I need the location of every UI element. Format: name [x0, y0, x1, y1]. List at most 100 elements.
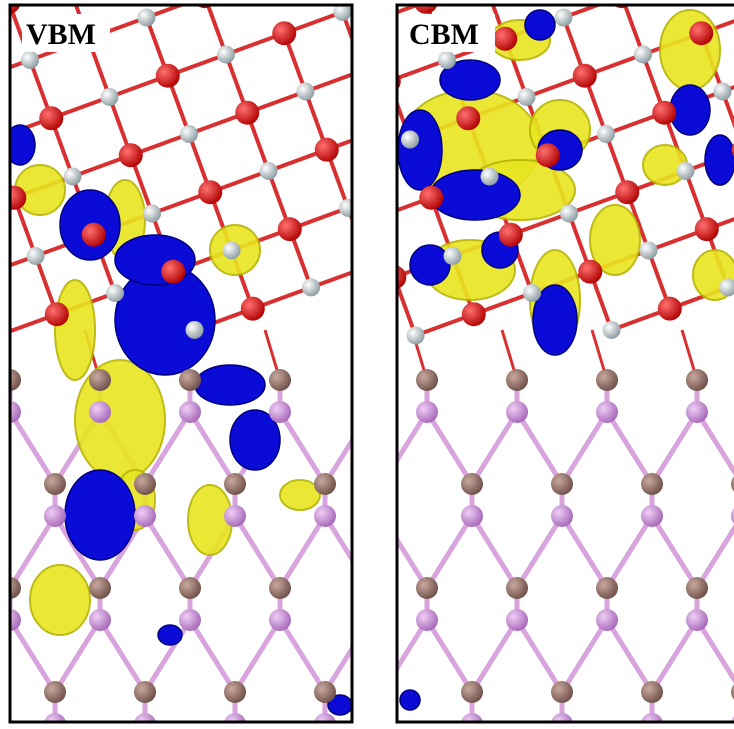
atom	[326, 577, 348, 599]
charge-density	[705, 135, 734, 185]
atom	[493, 27, 517, 51]
atom	[615, 180, 639, 204]
atom	[260, 162, 278, 180]
charge-density	[280, 480, 320, 510]
atom	[640, 241, 658, 259]
bond	[652, 516, 697, 588]
atom	[143, 204, 161, 222]
atom	[82, 223, 106, 247]
atom	[416, 609, 438, 631]
bond	[472, 412, 517, 484]
atom	[44, 505, 66, 527]
bond	[305, 70, 363, 91]
bond	[364, 70, 385, 128]
atom	[506, 401, 528, 423]
atom	[359, 609, 381, 631]
bond	[427, 516, 472, 588]
atom	[89, 577, 111, 599]
atom	[371, 473, 393, 495]
bond	[563, 0, 621, 17]
atom	[179, 401, 201, 423]
atom	[89, 609, 111, 631]
atom	[359, 401, 381, 423]
atom	[578, 260, 602, 284]
atom	[241, 297, 265, 321]
atom	[44, 473, 66, 495]
bond	[369, 266, 390, 324]
charge-density	[660, 10, 720, 90]
atom	[198, 180, 222, 204]
atom	[404, 473, 426, 495]
atom	[573, 64, 597, 88]
atom	[269, 369, 291, 391]
bond	[280, 516, 325, 588]
atom	[45, 302, 69, 326]
bond	[472, 620, 517, 692]
atom	[461, 505, 483, 527]
atom	[382, 265, 406, 289]
atom	[134, 505, 156, 527]
atom	[596, 369, 618, 391]
atom	[326, 609, 348, 631]
bond	[367, 23, 388, 81]
atom	[401, 131, 419, 149]
charge-density	[670, 85, 710, 135]
bond	[391, 303, 449, 324]
bond	[517, 516, 562, 588]
atom	[297, 32, 321, 56]
atom	[634, 45, 652, 63]
atom	[658, 297, 682, 321]
bond	[311, 266, 369, 287]
atom	[21, 51, 39, 69]
atom	[414, 0, 438, 14]
atom	[536, 143, 560, 167]
atom	[235, 101, 259, 125]
atom	[269, 577, 291, 599]
atom	[39, 106, 63, 130]
atom	[416, 577, 438, 599]
atom	[686, 609, 708, 631]
bond	[382, 412, 427, 484]
atom	[326, 401, 348, 423]
atom	[223, 241, 241, 259]
atom	[481, 167, 499, 185]
atom	[551, 473, 573, 495]
atom	[0, 131, 2, 149]
atom	[179, 369, 201, 391]
bond	[337, 516, 382, 588]
bond	[697, 412, 734, 484]
charge-density	[158, 625, 182, 645]
charge-density	[30, 565, 90, 635]
bond	[280, 620, 325, 692]
atom	[179, 577, 201, 599]
bond	[364, 49, 422, 70]
atom	[314, 473, 336, 495]
bond	[235, 620, 280, 692]
bond	[190, 412, 235, 484]
atom	[180, 125, 198, 143]
bond	[426, 0, 484, 2]
bond	[146, 0, 204, 17]
atom	[371, 505, 393, 527]
bond	[309, 23, 367, 44]
bond	[562, 516, 607, 588]
bond	[325, 412, 370, 484]
atom	[296, 82, 314, 100]
atom	[713, 82, 731, 100]
atom	[641, 473, 663, 495]
atom	[506, 577, 528, 599]
panel-label: VBM	[26, 18, 96, 51]
charge-density	[400, 690, 420, 710]
bond	[325, 516, 370, 588]
atom	[0, 326, 8, 344]
bond	[607, 620, 652, 692]
bond	[352, 161, 373, 219]
bond	[322, 330, 337, 380]
atom	[695, 217, 719, 241]
bond	[337, 412, 382, 484]
atom	[456, 106, 480, 130]
bond	[697, 516, 734, 588]
atom	[596, 577, 618, 599]
atom	[2, 186, 26, 210]
charge-density	[398, 110, 442, 190]
